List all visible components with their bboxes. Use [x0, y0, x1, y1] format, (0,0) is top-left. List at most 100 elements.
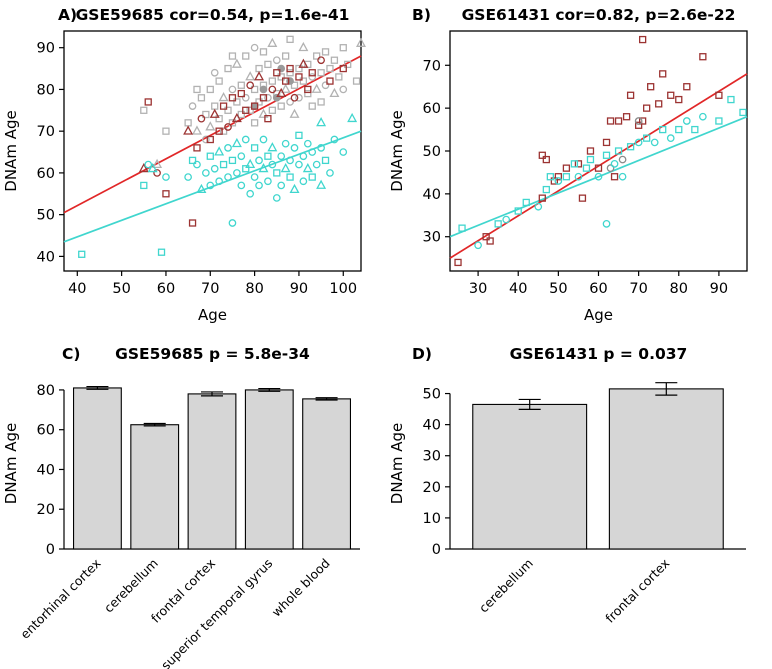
scatter-point-square: [542, 185, 550, 194]
scatter-point-circle: [228, 85, 237, 94]
scatter-point-square: [286, 35, 294, 43]
scatter-point-circle: [250, 43, 259, 52]
scatter-point-circle: [610, 160, 619, 168]
scatter-point-circle: [308, 73, 317, 81]
scatter-point-square: [739, 108, 747, 117]
scatter-point-circle: [594, 172, 603, 181]
scatter-point-square: [242, 106, 250, 114]
y-tick-label: 90: [37, 41, 55, 57]
scatter-point-square: [250, 85, 259, 94]
scatter-point-circle: [250, 173, 259, 181]
y-tick-label: 80: [37, 82, 55, 98]
scatter-point-square: [610, 173, 619, 181]
scatter-point-circle: [330, 135, 339, 144]
scatter-point-triangle: [231, 112, 242, 123]
scatter-point-circle: [666, 134, 675, 142]
scatter-point-square: [602, 151, 611, 159]
scatter-point-circle: [237, 181, 246, 190]
scatter-point-square: [197, 94, 206, 102]
scatter-point-square: [295, 64, 303, 73]
panel-d: 0 10 20 30 40 50 DNAm Age cerebellum frontal cor…: [386, 335, 772, 669]
scatter-point-square: [562, 173, 571, 181]
scatter-point-square: [454, 258, 462, 267]
scatter-point-triangle: [218, 92, 229, 102]
scatter-point-square: [193, 144, 201, 152]
scatter-point-square: [255, 64, 263, 73]
scatter-point-circle: [264, 93, 272, 102]
scatter-point-square: [215, 115, 223, 123]
scatter-point-circle: [202, 169, 210, 177]
y-tick-label: 40: [423, 187, 441, 203]
scatter-point-square: [614, 147, 623, 155]
scatter-point-square: [538, 194, 546, 202]
y-tick-label: 80: [37, 383, 55, 399]
bar-category-label: frontal cortex: [602, 556, 672, 626]
scatter-point-circle: [268, 160, 277, 169]
y-tick-label: 50: [423, 144, 441, 160]
scatter-point-circle: [618, 172, 627, 181]
scatter-point-circle: [326, 169, 334, 177]
scatter-point-square: [219, 127, 228, 135]
x-axis-title: Age: [584, 306, 613, 324]
scatter-point-square: [638, 35, 647, 44]
scatter-point-square: [683, 83, 691, 91]
scatter-point-square: [667, 91, 675, 99]
scatter-point-square: [638, 117, 647, 125]
x-tick-label: 50: [112, 281, 130, 297]
scatter-point-circle: [237, 152, 246, 161]
scatter-point-square: [522, 198, 530, 207]
scatter-point-square: [643, 104, 651, 112]
scatter-point-circle: [474, 241, 482, 250]
panel-a-letter: A): [58, 6, 78, 24]
scatter-point-square: [308, 69, 316, 77]
x-tick-label: 40: [509, 281, 527, 297]
scatter-point-square: [727, 95, 735, 104]
scatter-point-square: [626, 143, 635, 151]
scatter-point-square: [211, 102, 219, 110]
scatter-point-circle: [618, 155, 627, 164]
scatter-point-square: [281, 77, 290, 85]
scatter-point-circle: [281, 139, 290, 148]
scatter-point-circle: [272, 56, 281, 65]
scatter-point-circle: [162, 173, 170, 181]
scatter-point-square: [582, 164, 591, 172]
scatter-point-circle: [255, 181, 263, 190]
bar-category-label: superior temporal gyrus: [158, 556, 275, 669]
x-tick-label: 50: [549, 281, 567, 297]
scatter-point-circle: [602, 220, 611, 228]
scatter-point-circle: [634, 117, 643, 125]
x-tick-label: 90: [710, 281, 728, 297]
scatter-point-circle: [317, 56, 325, 65]
scatter-point-circle: [534, 202, 543, 211]
scatter-point-square: [219, 102, 228, 110]
scatter-point-circle: [153, 169, 161, 177]
scatter-point-circle: [682, 117, 691, 125]
scatter-point-square: [486, 237, 494, 245]
scatter-point-circle: [193, 160, 201, 169]
scatter-point-square: [659, 70, 667, 78]
scatter-point-square: [675, 95, 683, 104]
y-tick-label: 20: [37, 502, 55, 518]
scatter-point-triangle: [267, 37, 278, 47]
scatter-point-triangle: [347, 112, 358, 123]
scatter-point-circle: [264, 177, 272, 186]
scatter-point-square: [304, 85, 312, 94]
scatter-point-circle: [502, 215, 511, 224]
scatter-point-square: [321, 48, 330, 56]
scatter-point-square: [574, 160, 583, 168]
x-tick-label: 60: [157, 281, 175, 297]
scatter-point-triangle: [254, 71, 265, 81]
scatter-point-square: [286, 69, 294, 77]
y-tick-label: 30: [423, 230, 441, 246]
y-tick-label: 0: [432, 542, 441, 558]
y-tick-label: 0: [46, 542, 55, 558]
scatter-point-circle: [321, 81, 330, 90]
scatter-point-square: [246, 106, 254, 114]
scatter-point-square: [542, 155, 550, 164]
y-axis-title: DNAm Age: [2, 110, 20, 191]
plot-box: [63, 30, 362, 272]
scatter-point-triangle: [276, 87, 287, 98]
scatter-point-circle: [233, 169, 241, 177]
scatter-point-square: [699, 53, 707, 61]
scatter-point-square: [586, 155, 595, 164]
